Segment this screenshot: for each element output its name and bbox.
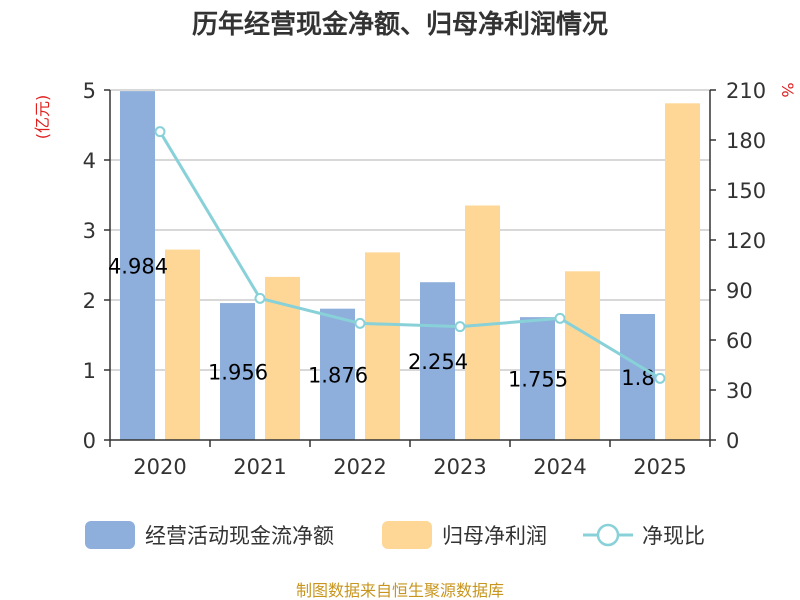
legend-swatch-net-profit [382, 521, 432, 549]
right-axis-unit: % [778, 82, 797, 97]
bar-data-label: 1.755 [508, 368, 568, 392]
bar-data-label: 1.956 [208, 361, 268, 385]
legend-swatch-cash-flow [85, 521, 135, 549]
left-tick-label: 4 [83, 149, 96, 173]
ratio-point [554, 312, 566, 324]
bar-data-label: 4.984 [108, 255, 168, 279]
legend-marker-ratio [596, 523, 620, 547]
left-tick-label: 3 [83, 219, 96, 243]
legend-label-ratio: 净现比 [642, 524, 705, 548]
right-tick-label: 120 [726, 229, 766, 253]
bar-net-profit [565, 271, 600, 440]
legend: 经营活动现金流净额 归母净利润 净现比 [85, 521, 705, 549]
left-tick-label: 2 [83, 289, 96, 313]
legend-label-cash-flow: 经营活动现金流净额 [145, 524, 334, 548]
right-tick-label: 0 [726, 429, 739, 453]
x-tick-label: 2022 [333, 455, 386, 479]
bars-group [120, 91, 700, 441]
left-tick-label: 5 [83, 79, 96, 103]
bar-net-profit [365, 252, 400, 440]
bar-cash-flow [320, 308, 355, 440]
ratio-point [454, 321, 466, 333]
right-tick-label: 60 [726, 329, 753, 353]
bar-cash-flow [120, 91, 155, 441]
ratio-point [654, 372, 666, 384]
grid-lines [110, 89, 710, 371]
bar-data-label: 1.876 [308, 363, 368, 387]
left-tick-label: 0 [83, 429, 96, 453]
chart-title: 历年经营现金净额、归母净利润情况 [192, 9, 608, 40]
right-tick-label: 90 [726, 279, 753, 303]
right-tick-label: 150 [726, 179, 766, 203]
legend-label-net-profit: 归母净利润 [442, 524, 547, 548]
left-tick-label: 1 [83, 359, 96, 383]
right-tick-label: 180 [726, 129, 766, 153]
bar-net-profit [165, 249, 200, 440]
x-tick-label: 2023 [433, 455, 486, 479]
x-tick-label: 2024 [533, 455, 586, 479]
ratio-point [154, 126, 166, 138]
ratio-point [354, 317, 366, 329]
bar-cash-flow [220, 303, 255, 440]
bar-labels-group: 4.984 1.956 1.876 2.254 1.755 1.8 [108, 255, 655, 392]
bar-cash-flow [620, 314, 655, 440]
bar-data-label: 2.254 [408, 350, 468, 374]
right-tick-label: 30 [726, 379, 753, 403]
bar-cash-flow [520, 317, 555, 440]
x-tick-label: 2020 [133, 455, 186, 479]
ratio-line-group [154, 126, 666, 384]
bar-cash-flow [420, 282, 455, 440]
left-axis-unit: (亿元) [33, 95, 52, 140]
bar-net-profit [665, 103, 700, 441]
ratio-line [158, 130, 661, 380]
source-note: 制图数据来自恒生聚源数据库 [296, 581, 504, 600]
bar-data-label: 1.8 [621, 366, 654, 390]
axes-group: 0 1 2 3 4 5 0 30 60 90 120 150 180 210 2020 2021 2022 202… [83, 79, 766, 479]
ratio-point [254, 292, 266, 304]
x-tick-label: 2021 [233, 455, 286, 479]
right-tick-label: 210 [726, 79, 766, 103]
x-tick-label: 2025 [633, 455, 686, 479]
